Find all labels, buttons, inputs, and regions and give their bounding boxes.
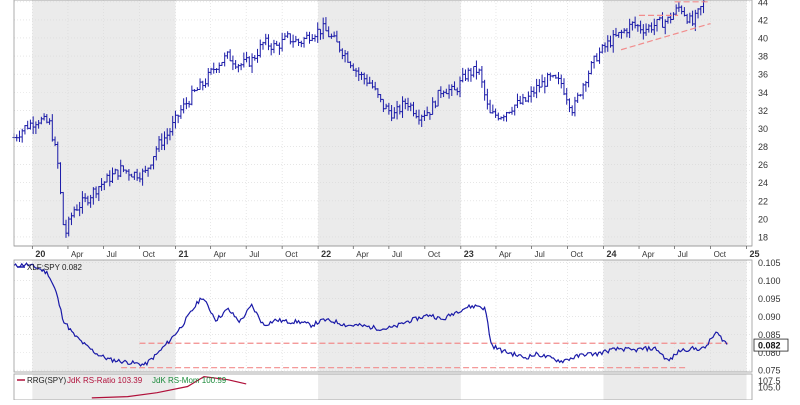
- ratio-y-tick-label: 0.100: [758, 276, 781, 286]
- year-band: [603, 374, 747, 400]
- price-y-tick-label: 34: [758, 88, 768, 98]
- year-band: [32, 0, 176, 246]
- month-tick-label: Apr: [499, 250, 512, 259]
- price-y-tick-label: 32: [758, 106, 768, 116]
- price-y-tick-label: 26: [758, 160, 768, 170]
- year-tick-label: 20: [35, 249, 45, 259]
- month-tick-label: Oct: [428, 250, 441, 259]
- price-y-tick-label: 28: [758, 142, 768, 152]
- price-bars: [12, 0, 706, 238]
- ratio-last-value: 0.082: [758, 341, 781, 351]
- month-tick-label: Oct: [142, 250, 155, 259]
- ratio-y-tick-label: 0.075: [758, 366, 781, 376]
- price-y-tick-label: 42: [758, 15, 768, 25]
- month-tick-label: Apr: [71, 250, 84, 259]
- ratio-y-tick-label: 0.080: [758, 348, 781, 358]
- month-tick-label: Jul: [535, 250, 545, 259]
- price-panel: 18 20 22 24 26 28 30 32 34 36 38 40 42 44 20 Apr Jul Oct 2…: [12, 0, 768, 259]
- ratio-line: [13, 262, 728, 367]
- month-tick-label: Jul: [678, 250, 688, 259]
- month-tick-label: Jul: [392, 250, 402, 259]
- price-y-tick-label: 44: [758, 0, 768, 7]
- price-y-tick-label: 20: [758, 214, 768, 224]
- rrg-y-tick-label: 105.0: [758, 383, 781, 393]
- year-band: [318, 260, 461, 372]
- year-band: [603, 0, 747, 246]
- ratio-panel-border: [13, 259, 753, 373]
- year-tick-label: 23: [464, 249, 474, 259]
- rrg-y-tick-label: 107.5: [758, 376, 781, 386]
- ratio-y-tick-label: 0.105: [758, 258, 781, 268]
- month-tick-label: Jul: [249, 250, 259, 259]
- rrg-legend-momentum: JdK RS-Mom 100.59: [152, 376, 227, 385]
- price-y-tick-label: 24: [758, 178, 768, 188]
- month-tick-label: Apr: [356, 250, 369, 259]
- rrg-ratio-line: [91, 375, 247, 399]
- month-tick-label: Apr: [642, 250, 655, 259]
- year-band: [603, 260, 747, 372]
- price-y-tick-label: 40: [758, 33, 768, 43]
- price-y-tick-label: 18: [758, 232, 768, 242]
- price-y-tick-label: 22: [758, 196, 768, 206]
- year-tick-label: 22: [321, 249, 331, 259]
- ratio-panel: 0.075 0.080 0.085 0.090 0.095 0.100 0.105 XLF:S…: [13, 258, 789, 376]
- price-y-tick-label: 38: [758, 52, 768, 62]
- month-tick-label: Jul: [107, 250, 117, 259]
- month-tick-label: Oct: [285, 250, 298, 259]
- month-tick-label: Oct: [714, 250, 727, 259]
- price-y-tick-label: 30: [758, 124, 768, 134]
- price-y-tick-label: 36: [758, 70, 768, 80]
- month-tick-label: Apr: [214, 250, 227, 259]
- ratio-legend: XLF:SPY 0.082: [27, 263, 83, 272]
- year-band: [318, 0, 461, 246]
- year-tick-label: 21: [178, 249, 188, 259]
- ratio-y-tick-label: 0.085: [758, 330, 781, 340]
- year-band: [32, 260, 176, 372]
- rrg-legend-ratio: JdK RS-Ratio 103.39: [67, 376, 143, 385]
- year-band: [318, 374, 461, 400]
- rrg-legend-prefix: RRG(SPY): [27, 376, 66, 385]
- month-tick-label: Oct: [571, 250, 584, 259]
- year-tick-label: 25: [750, 249, 760, 259]
- ratio-last-value-box: [753, 338, 789, 352]
- year-band: [32, 374, 176, 400]
- trendline: [620, 22, 711, 51]
- ratio-y-tick-label: 0.090: [758, 312, 781, 322]
- year-tick-label: 24: [606, 249, 616, 259]
- ratio-y-tick-label: 0.095: [758, 294, 781, 304]
